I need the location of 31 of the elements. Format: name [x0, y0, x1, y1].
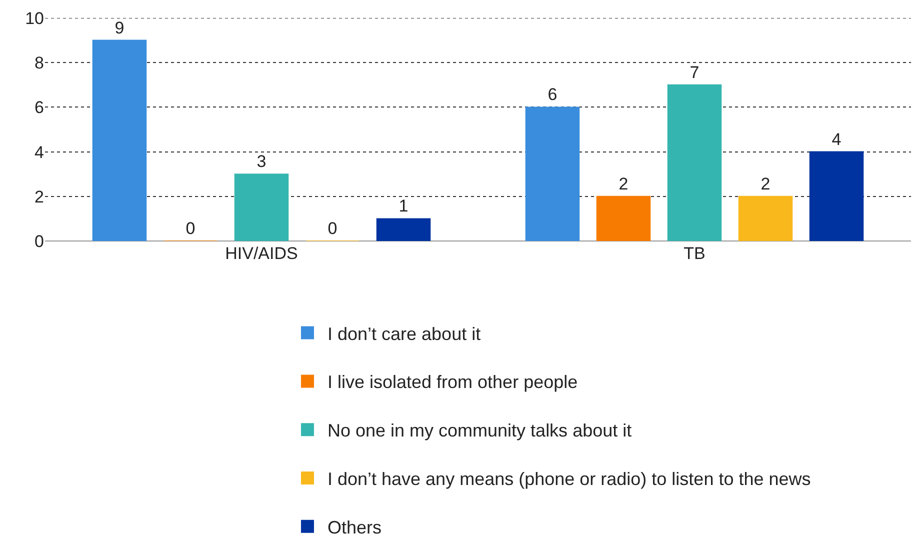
- y-tick-label: 6: [34, 98, 44, 118]
- legend-label: I don’t care about it: [327, 324, 481, 344]
- y-tick-label: 0: [34, 232, 44, 251]
- bar: [92, 40, 147, 241]
- data-label: 0: [328, 219, 338, 238]
- data-label: 4: [832, 130, 842, 149]
- x-tick-label: HIV/AIDS: [225, 244, 298, 263]
- bar: [376, 218, 431, 241]
- bar: [234, 174, 289, 241]
- data-label: 0: [186, 219, 196, 238]
- data-label: 9: [114, 18, 124, 38]
- y-tick-label: 2: [34, 187, 44, 206]
- y-tick-label: 10: [25, 8, 44, 28]
- data-label: 3: [256, 152, 266, 172]
- bar: [809, 151, 864, 241]
- data-label: 1: [398, 196, 408, 216]
- legend-label: I live isolated from other people: [327, 372, 578, 392]
- y-tick-label: 8: [34, 54, 44, 73]
- data-label: 7: [690, 62, 700, 82]
- bar: [525, 106, 580, 241]
- data-label: 6: [548, 85, 558, 104]
- y-tick-label: 4: [34, 142, 44, 162]
- data-label: 2: [618, 174, 628, 194]
- bar: [667, 84, 722, 241]
- bar: [738, 196, 793, 241]
- legend-label: I don’t have any means (phone or radio) to listen to the news: [327, 469, 811, 490]
- legend-label: Others: [327, 517, 382, 538]
- data-label: 2: [760, 174, 770, 194]
- x-tick-label: TB: [684, 244, 706, 263]
- bar: [596, 196, 651, 241]
- legend-label: No one in my community talks about it: [327, 420, 632, 441]
